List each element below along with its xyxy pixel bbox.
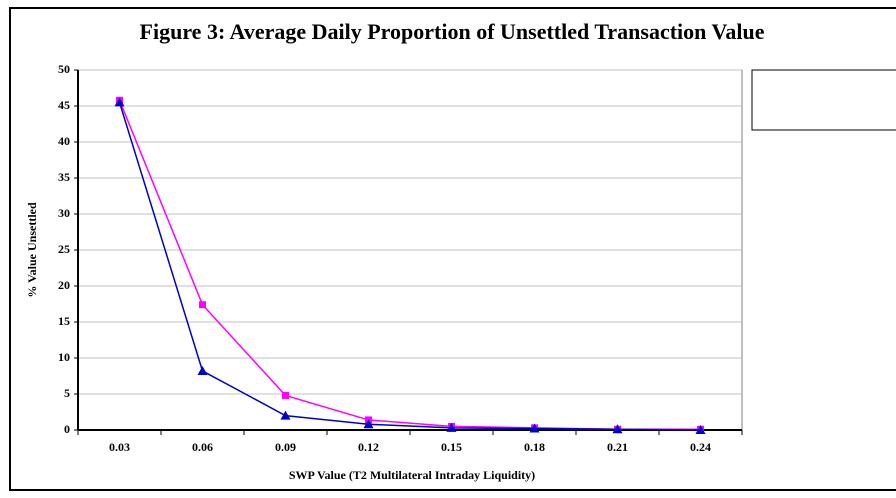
data-point xyxy=(114,97,125,107)
y-tick-label: 10 xyxy=(58,350,70,364)
x-tick-label: 0.06 xyxy=(192,440,213,454)
x-tick-label: 0.09 xyxy=(275,440,296,454)
x-tick-label: 0.18 xyxy=(524,440,545,454)
y-tick-label: 15 xyxy=(58,314,70,328)
data-point xyxy=(446,422,457,432)
x-axis-label: SWP Value (T2 Multilateral Intraday Liqu… xyxy=(289,468,535,482)
legend xyxy=(751,69,896,131)
data-point xyxy=(280,410,291,420)
x-tick-label: 0.15 xyxy=(441,440,462,454)
chart-body: Figure 3: Average Daily Proportion of Un… xyxy=(9,7,896,491)
y-tick-label: 45 xyxy=(58,98,70,112)
y-tick-label: 50 xyxy=(58,62,70,76)
y-tick-label: 35 xyxy=(58,170,70,184)
data-point xyxy=(197,365,208,375)
y-tick-label: 25 xyxy=(58,242,70,256)
series-line xyxy=(118,102,701,431)
y-tick-label: 40 xyxy=(58,134,70,148)
y-tick-label: 5 xyxy=(64,386,70,400)
x-tick-label: 0.03 xyxy=(109,440,130,454)
y-tick-label: 0 xyxy=(64,422,70,436)
x-tick-label: 0.24 xyxy=(690,440,711,454)
chart-title: Figure 3: Average Daily Proportion of Un… xyxy=(140,19,765,44)
x-tick-label: 0.12 xyxy=(358,440,379,454)
data-point xyxy=(363,419,374,429)
plot: 0 5 10 15 20 25 30 35 40 45 50 0.03 0.06 0.09 0.12 0.15… xyxy=(58,62,873,454)
data-point xyxy=(695,425,706,434)
data-point xyxy=(199,301,206,309)
y-tick-label: 30 xyxy=(58,206,70,220)
y-tick-label: 20 xyxy=(58,278,70,292)
data-point xyxy=(612,424,623,434)
x-tick-label: 0.21 xyxy=(607,440,628,454)
data-point xyxy=(529,423,540,433)
y-axis-label: % Value Unsettled xyxy=(25,202,39,298)
data-point xyxy=(282,391,289,399)
